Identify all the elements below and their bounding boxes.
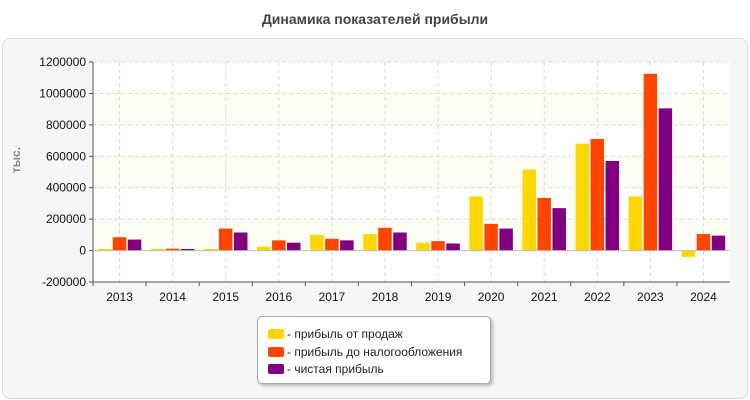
- legend-item-net-profit: - чистая прибыль: [268, 362, 384, 376]
- bar-sales-profit-2024: [681, 250, 696, 257]
- y-tick-label: 600000: [46, 149, 86, 163]
- chart-title: Динамика показателей прибыли: [261, 11, 489, 27]
- bar-pretax-profit-2017: [325, 238, 339, 251]
- x-tick-label: 2023: [637, 290, 664, 304]
- y-tick-label: 1000000: [39, 86, 86, 100]
- y-tick-label: 400000: [46, 181, 86, 195]
- bar-sales-profit-2019: [416, 242, 430, 251]
- legend-swatch-sales-profit: [268, 329, 284, 339]
- x-tick-label: 2018: [372, 290, 399, 304]
- bar-sales-profit-2018: [363, 234, 377, 251]
- y-tick-label: 0: [79, 244, 86, 258]
- bar-net-profit-2019: [446, 243, 460, 251]
- y-tick-label: 1200000: [39, 55, 86, 69]
- bar-pretax-profit-2015: [218, 228, 233, 251]
- bar-pretax-profit-2021: [537, 197, 551, 251]
- bar-net-profit-2023: [658, 108, 673, 251]
- x-tick-label: 2015: [212, 290, 239, 304]
- bar-pretax-profit-2014: [165, 248, 180, 251]
- x-tick-label: 2014: [159, 290, 186, 304]
- bar-sales-profit-2021: [522, 169, 536, 251]
- y-tick-label: 200000: [46, 212, 86, 226]
- bar-pretax-profit-2020: [484, 223, 498, 251]
- bar-net-profit-2013: [127, 239, 142, 251]
- legend-item-sales-profit: - прибыль от продаж: [268, 327, 403, 341]
- bar-sales-profit-2016: [257, 246, 271, 251]
- x-tick-label: 2016: [265, 290, 292, 304]
- bar-pretax-profit-2019: [431, 241, 445, 251]
- bar-net-profit-2021: [552, 208, 566, 251]
- bar-net-profit-2022: [605, 161, 620, 251]
- bar-sales-profit-2014: [150, 249, 165, 251]
- legend-swatch-net-profit: [268, 364, 284, 374]
- x-tick-label: 2024: [690, 290, 717, 304]
- x-tick-label: 2019: [425, 290, 452, 304]
- y-tick-label: -200000: [42, 275, 86, 289]
- bar-pretax-profit-2022: [590, 139, 605, 251]
- bar-sales-profit-2022: [575, 143, 590, 251]
- plot-band: [93, 219, 730, 251]
- bar-pretax-profit-2024: [696, 234, 711, 251]
- bar-sales-profit-2013: [97, 249, 112, 251]
- bar-pretax-profit-2016: [272, 240, 286, 251]
- bar-net-profit-2017: [340, 240, 354, 251]
- bar-net-profit-2015: [233, 232, 248, 251]
- bar-pretax-profit-2013: [112, 237, 127, 251]
- plot-band: [93, 93, 730, 125]
- bar-pretax-profit-2023: [643, 73, 658, 251]
- legend: - прибыль от продаж - прибыль до налогоо…: [257, 316, 491, 384]
- x-tick-label: 2021: [531, 290, 558, 304]
- x-tick-label: 2017: [319, 290, 346, 304]
- x-tick-label: 2022: [584, 290, 611, 304]
- plot-band: [93, 156, 730, 188]
- bar-sales-profit-2015: [203, 249, 218, 251]
- legend-swatch-pretax-profit: [268, 347, 284, 357]
- bar-net-profit-2018: [393, 232, 407, 251]
- bar-sales-profit-2020: [469, 196, 483, 251]
- bar-net-profit-2024: [711, 235, 726, 251]
- legend-label-sales-profit: - прибыль от продаж: [287, 327, 403, 341]
- y-tick-label: 800000: [46, 118, 86, 132]
- bar-sales-profit-2023: [628, 196, 643, 251]
- bar-pretax-profit-2018: [378, 227, 392, 251]
- bar-net-profit-2014: [180, 249, 195, 251]
- bar-net-profit-2020: [499, 228, 513, 251]
- x-tick-label: 2020: [478, 290, 505, 304]
- bar-net-profit-2016: [287, 242, 301, 251]
- x-tick-label: 2013: [106, 290, 133, 304]
- legend-label-pretax-profit: - прибыль до налогообложения: [287, 345, 463, 359]
- legend-item-pretax-profit: - прибыль до налогообложения: [268, 345, 462, 359]
- bar-sales-profit-2017: [310, 234, 324, 251]
- legend-label-net-profit: - чистая прибыль: [287, 362, 384, 376]
- y-axis-label: тыс.: [9, 147, 23, 173]
